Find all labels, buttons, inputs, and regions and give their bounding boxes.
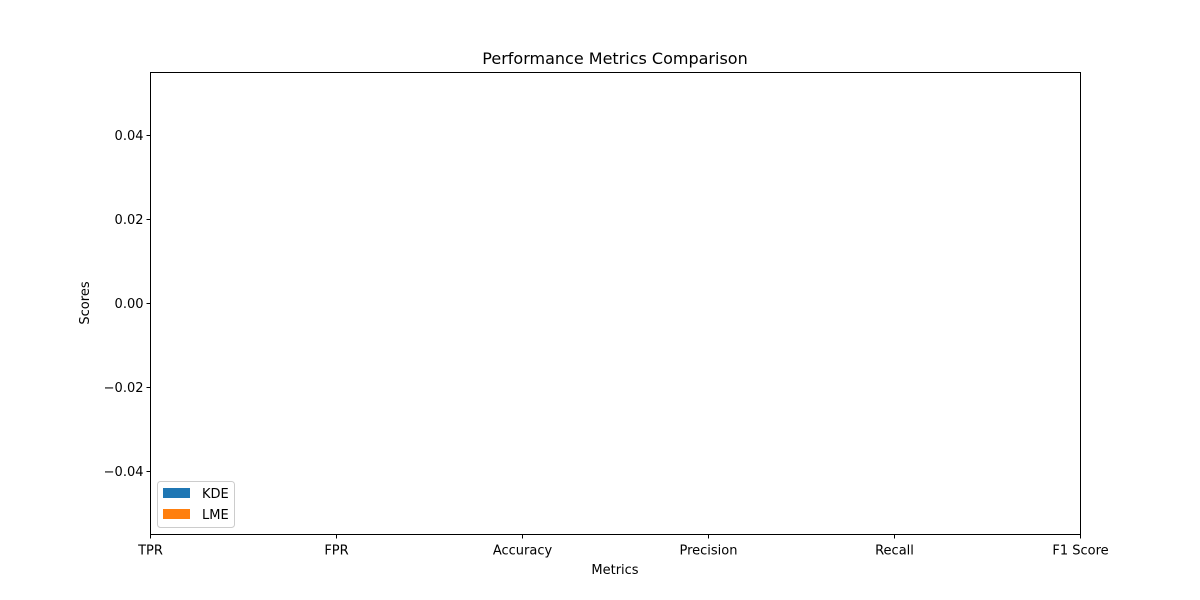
legend-label-kde: KDE <box>202 487 229 502</box>
x-tick-label: Precision <box>679 544 737 559</box>
legend: KDE LME <box>157 481 235 528</box>
y-tick-label: 0.00 <box>115 297 144 312</box>
y-axis-ticks: 0.04 0.02 0.00 −0.02 −0.04 <box>104 129 151 480</box>
x-axis-label: Metrics <box>591 563 638 578</box>
x-tick-label: TPR <box>137 544 163 559</box>
chart-title: Performance Metrics Comparison <box>482 49 747 68</box>
x-tick-label: Recall <box>875 544 914 559</box>
y-tick-label: −0.04 <box>104 465 144 480</box>
legend-label-lme: LME <box>202 508 229 523</box>
plot-frame <box>150 72 1081 535</box>
x-tick-label: Accuracy <box>493 544 553 559</box>
y-axis-label: Scores <box>78 281 93 324</box>
x-tick-label: FPR <box>324 544 348 559</box>
legend-swatch-lme <box>163 509 190 519</box>
y-tick-label: −0.02 <box>104 381 144 396</box>
x-tick-label: F1 Score <box>1052 544 1108 559</box>
y-tick-label: 0.02 <box>115 213 144 228</box>
legend-swatch-kde <box>163 488 190 498</box>
x-axis-ticks: TPR FPR Accuracy Precision Recall F1 Score <box>137 534 1109 559</box>
y-tick-label: 0.04 <box>115 129 144 144</box>
